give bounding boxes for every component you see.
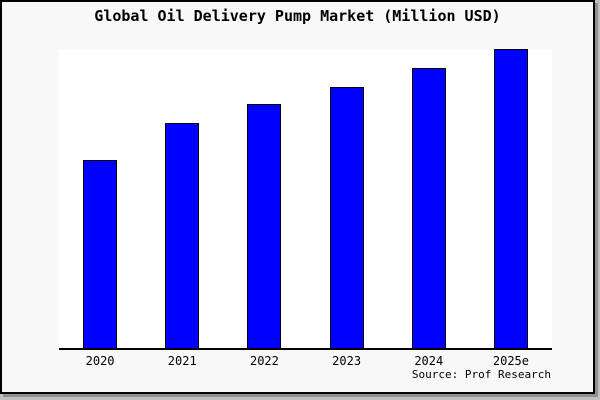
x-tick-label-2021: 2021 — [167, 354, 197, 368]
bar-2020 — [83, 160, 118, 348]
chart-frame: Global Oil Delivery Pump Market (Million… — [0, 0, 595, 394]
chart-title: Global Oil Delivery Pump Market (Million… — [94, 7, 501, 25]
plot-area — [59, 49, 552, 350]
bar-2025e — [493, 49, 528, 348]
x-tick-label-2025e: 2025e — [492, 354, 529, 368]
bar-2021 — [165, 123, 200, 348]
bar-cell — [141, 49, 223, 348]
bar-cell — [306, 49, 388, 348]
bar-cell — [59, 49, 141, 348]
x-tick-label-2024: 2024 — [414, 354, 444, 368]
bar-2023 — [329, 87, 364, 348]
x-tick-label-2023: 2023 — [332, 354, 362, 368]
x-tick-label-2020: 2020 — [85, 354, 115, 368]
x-tick-label-2022: 2022 — [249, 354, 279, 368]
x-axis-ticks: 2020 2021 2022 2023 2024 2025e — [59, 354, 552, 368]
bar-2022 — [247, 104, 282, 348]
source-caption: Source: Prof Research — [411, 368, 551, 381]
bar-cell — [388, 49, 470, 348]
bar-2024 — [411, 68, 446, 348]
bar-cell — [223, 49, 305, 348]
bar-cell — [470, 49, 552, 348]
